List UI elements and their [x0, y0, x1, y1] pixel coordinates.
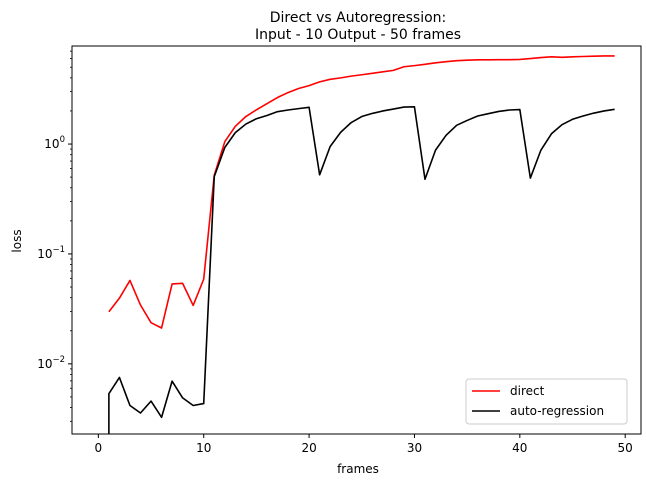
y-tick-exponent: −2	[52, 355, 65, 365]
y-tick-label: 10−2	[37, 355, 65, 371]
x-axis-label: frames	[337, 462, 379, 476]
plot-frame	[71, 45, 642, 435]
x-tick-label: 0	[95, 441, 103, 455]
chart-subtitle: Input - 10 Output - 50 frames	[255, 27, 461, 43]
x-tick-label: 30	[407, 441, 422, 455]
series-line-auto-regression	[108, 106, 615, 434]
plot-area	[108, 55, 615, 434]
y-tick-label: 10−1	[37, 245, 65, 261]
y-tick-exponent: −1	[52, 245, 65, 255]
y-axis-label: loss	[10, 229, 24, 252]
y-tick-exponent: 0	[60, 135, 65, 145]
legend: direct auto-regression	[465, 378, 628, 425]
x-tick-label: 20	[301, 441, 316, 455]
x-tick-label: 10	[196, 441, 211, 455]
y-tick-base: 10	[44, 137, 59, 151]
chart-title: Direct vs Autoregression:	[270, 10, 447, 26]
legend-label: auto-regression	[510, 404, 604, 418]
y-tick-label: 100	[44, 135, 65, 151]
x-axis: 0 10 20 30 40 50	[95, 434, 633, 455]
y-tick-base: 10	[37, 247, 52, 261]
legend-label: direct	[510, 384, 545, 398]
series-line-direct	[108, 55, 615, 329]
legend-box	[465, 378, 628, 425]
y-tick-base: 10	[37, 357, 52, 371]
x-tick-label: 50	[618, 441, 633, 455]
x-tick-label: 40	[512, 441, 527, 455]
